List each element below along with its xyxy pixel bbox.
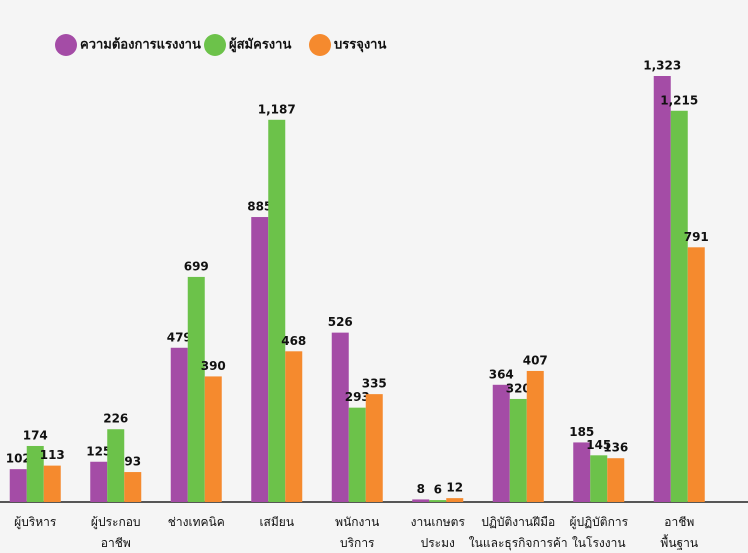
- value-label: 12: [446, 481, 463, 495]
- bar: [687, 247, 705, 502]
- value-label: 320: [506, 381, 531, 395]
- bar: [607, 458, 625, 502]
- bar: [573, 442, 591, 502]
- bar: [429, 500, 447, 502]
- bar: [90, 461, 108, 502]
- x-tick-label: เสมียน: [259, 515, 294, 529]
- value-label: 174: [23, 428, 48, 442]
- bar: [9, 469, 27, 502]
- x-tick-line: ในโรงงาน: [572, 536, 626, 550]
- bar: [187, 276, 205, 502]
- bar: [348, 407, 366, 502]
- value-label: 136: [603, 441, 628, 455]
- bar: [285, 351, 303, 502]
- bar: [107, 429, 125, 502]
- bar: [26, 445, 44, 502]
- x-tick-line: ผู้ประกอบ: [91, 515, 141, 530]
- x-tick-label: ปฏิบัติงานฝีมือในและธุรกิจการค้า: [469, 515, 568, 551]
- x-tick-label: อาชีพพื้นฐาน: [660, 515, 698, 550]
- value-label: 699: [184, 259, 209, 273]
- bar: [43, 465, 61, 502]
- legend-swatch: [309, 34, 331, 56]
- value-label: 102: [6, 452, 31, 466]
- value-label: 93: [124, 455, 141, 469]
- value-label: 364: [489, 367, 514, 381]
- bar: [251, 217, 269, 503]
- x-tick-line: ผู้ปฏิบัติการ: [569, 515, 628, 530]
- value-label: 335: [362, 377, 387, 391]
- x-tick-line: พื้นฐาน: [660, 534, 698, 550]
- value-label: 526: [328, 315, 353, 329]
- bar: [412, 499, 430, 502]
- value-label: 145: [586, 438, 611, 452]
- x-tick-line: อาชีพ: [664, 515, 694, 529]
- bar: [365, 394, 383, 502]
- value-label: 479: [167, 330, 192, 344]
- x-tick-line: ผู้บริหาร: [14, 515, 57, 530]
- legend-label: ความต้องการแรงงาน: [80, 37, 201, 53]
- x-tick-label: ช่างเทคนิค: [168, 515, 225, 529]
- value-label: 1,187: [258, 102, 296, 116]
- bar: [653, 76, 671, 502]
- bar: [590, 455, 608, 502]
- value-label: 185: [569, 425, 594, 439]
- bar: [204, 376, 222, 502]
- value-label: 8: [417, 482, 425, 496]
- x-tick-line: บริการ: [340, 536, 375, 550]
- value-label: 1,323: [643, 59, 681, 73]
- legend-swatch: [204, 34, 226, 56]
- value-label: 293: [345, 390, 370, 404]
- bar: [331, 332, 349, 502]
- x-tick-label: ผู้บริหาร: [14, 515, 57, 530]
- bar: [170, 347, 188, 502]
- bar: [509, 398, 527, 502]
- bar: [526, 370, 544, 502]
- value-label: 468: [281, 334, 306, 348]
- x-tick-line: ปฏิบัติงานฝีมือ: [481, 515, 555, 529]
- value-label: 1,215: [660, 93, 698, 107]
- value-label: 113: [40, 448, 65, 462]
- x-tick-line: ช่างเทคนิค: [168, 515, 225, 529]
- x-tick-line: งานเกษตร: [411, 515, 466, 529]
- value-label: 407: [523, 353, 548, 367]
- value-label: 791: [684, 230, 709, 244]
- x-tick-line: ในและธุรกิจการค้า: [469, 536, 568, 551]
- legend-label: ผู้สมัครงาน: [229, 37, 291, 53]
- x-tick-label: งานเกษตรประมง: [411, 515, 466, 550]
- legend-swatch: [55, 34, 77, 56]
- x-tick-line: อาชีพ: [101, 536, 131, 550]
- value-label: 125: [86, 444, 111, 458]
- bar: [124, 472, 142, 502]
- bar: [492, 384, 510, 502]
- value-label: 885: [247, 200, 272, 214]
- x-tick-label: ผู้ปฏิบัติการในโรงงาน: [569, 515, 628, 550]
- x-tick-label: พนักงานบริการ: [335, 515, 379, 550]
- x-tick-line: พนักงาน: [335, 515, 379, 529]
- value-label: 226: [103, 412, 128, 426]
- x-tick-line: ประมง: [421, 536, 455, 550]
- value-label: 390: [201, 359, 226, 373]
- x-tick-label: ผู้ประกอบอาชีพ: [91, 515, 141, 550]
- x-tick-line: เสมียน: [259, 515, 294, 529]
- bar: [670, 110, 688, 502]
- value-label: 6: [434, 483, 442, 497]
- bar: [268, 119, 286, 502]
- legend-label: บรรจุงาน: [334, 38, 386, 53]
- bar: [446, 498, 464, 502]
